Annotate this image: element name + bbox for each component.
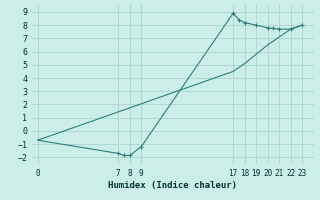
X-axis label: Humidex (Indice chaleur): Humidex (Indice chaleur) <box>108 181 237 190</box>
